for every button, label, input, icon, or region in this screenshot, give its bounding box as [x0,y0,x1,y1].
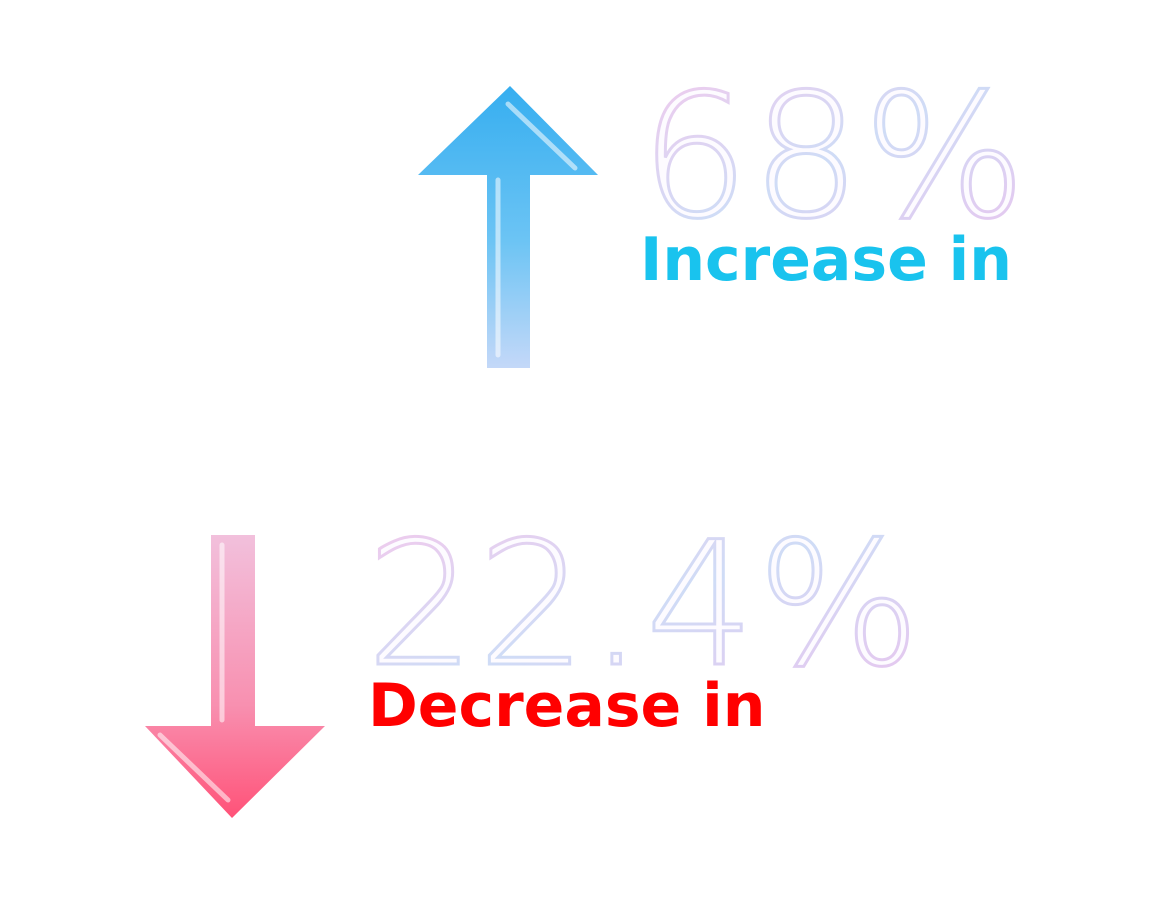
stat-value: 68% [640,56,1028,257]
stat-label: Increase in [640,225,1012,295]
down-arrow [145,535,325,818]
stat-label: Decrease in [368,671,765,741]
up-arrow [418,86,598,368]
stat-value: 22.4% [366,504,922,705]
